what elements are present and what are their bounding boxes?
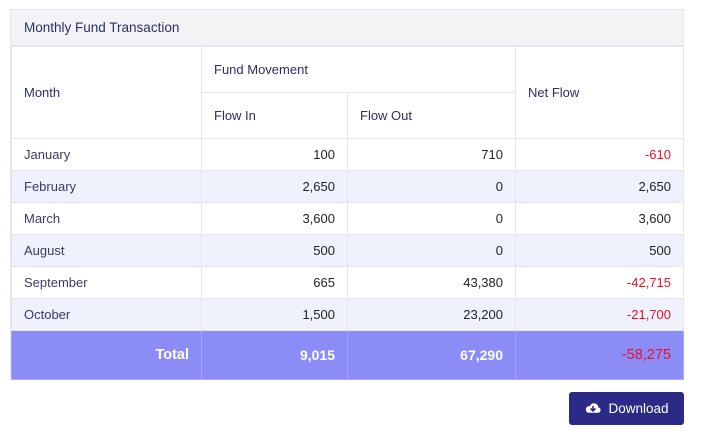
download-label: Download <box>608 401 669 416</box>
cell-net-flow: 2,650 <box>515 170 684 203</box>
cell-flow-in: 500 <box>201 234 348 267</box>
table-row: August 500 0 500 <box>11 234 684 267</box>
header-month[interactable]: Month <box>11 46 202 139</box>
cell-flow-out: 0 <box>347 234 516 267</box>
total-net-flow: -58,275 <box>515 330 684 380</box>
cell-month: October <box>11 298 202 331</box>
cell-month: September <box>11 266 202 299</box>
cell-net-flow: 3,600 <box>515 202 684 235</box>
cell-month: August <box>11 234 202 267</box>
cell-net-flow: -610 <box>515 138 684 171</box>
cell-flow-in: 100 <box>201 138 348 171</box>
cell-flow-out: 0 <box>347 170 516 203</box>
panel-title: Monthly Fund Transaction <box>11 10 683 46</box>
cell-flow-out: 710 <box>347 138 516 171</box>
table-row: March 3,600 0 3,600 <box>11 202 684 235</box>
header-flow-in[interactable]: Flow In <box>201 92 348 139</box>
table-row: February 2,650 0 2,650 <box>11 170 684 203</box>
cell-flow-out: 0 <box>347 202 516 235</box>
table-row: October 1,500 23,200 -21,700 <box>11 298 684 331</box>
header-flow-out[interactable]: Flow Out <box>347 92 516 139</box>
cell-flow-in: 1,500 <box>201 298 348 331</box>
header-net-flow[interactable]: Net Flow <box>515 46 684 139</box>
total-flow-in: 9,015 <box>201 330 348 380</box>
cell-flow-in: 2,650 <box>201 170 348 203</box>
cell-net-flow: 500 <box>515 234 684 267</box>
table-row: September 665 43,380 -42,715 <box>11 266 684 299</box>
cell-net-flow: -21,700 <box>515 298 684 331</box>
cell-net-flow: -42,715 <box>515 266 684 299</box>
fund-table: Month Fund Movement Net Flow Flow In Flo… <box>11 46 684 380</box>
cell-flow-in: 665 <box>201 266 348 299</box>
total-label: Total <box>11 330 202 380</box>
fund-transaction-panel: Monthly Fund Transaction Month Fund Move… <box>10 9 684 380</box>
cell-month: February <box>11 170 202 203</box>
cell-month: March <box>11 202 202 235</box>
cell-flow-in: 3,600 <box>201 202 348 235</box>
total-flow-out: 67,290 <box>347 330 516 380</box>
download-button[interactable]: Download <box>569 392 684 425</box>
cell-flow-out: 23,200 <box>347 298 516 331</box>
cell-flow-out: 43,380 <box>347 266 516 299</box>
header-fund-movement: Fund Movement <box>201 46 516 93</box>
cell-month: January <box>11 138 202 171</box>
table-row: January 100 710 -610 <box>11 138 684 171</box>
cloud-download-icon <box>584 402 602 416</box>
total-row: Total 9,015 67,290 -58,275 <box>11 330 684 380</box>
